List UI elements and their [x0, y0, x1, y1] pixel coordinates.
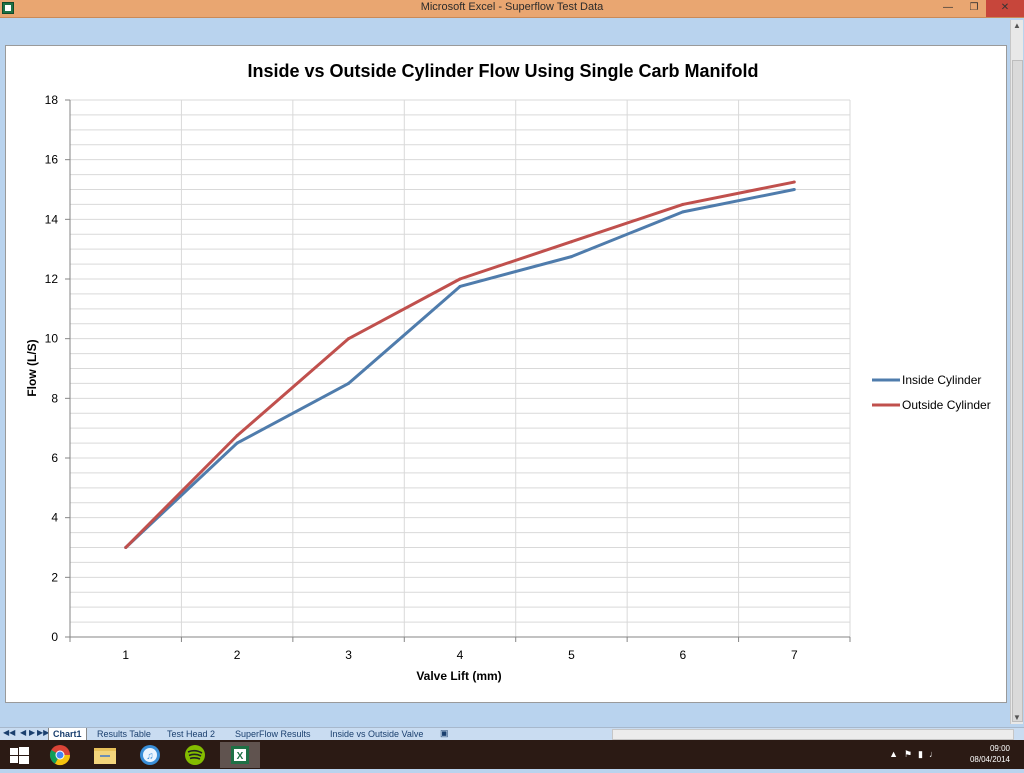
y-tick-label: 2 [51, 570, 58, 584]
y-tick-label: 10 [45, 332, 59, 346]
line-chart: Inside vs Outside Cylinder Flow Using Si… [25, 61, 991, 683]
chart-title: Inside vs Outside Cylinder Flow Using Si… [247, 61, 758, 81]
minimize-button[interactable]: — [943, 2, 953, 13]
file-explorer-icon[interactable] [85, 742, 125, 768]
scroll-up-icon[interactable]: ▲ [1013, 21, 1021, 30]
last-sheet-icon[interactable]: ▶▶ [37, 728, 50, 737]
ribbon-area [0, 18, 1024, 40]
spotify-icon[interactable] [175, 742, 215, 768]
next-sheet-icon[interactable]: ▶ [29, 728, 36, 737]
sheet-tab-test-head-2[interactable]: Test Head 2 [167, 729, 216, 739]
x-tick-label: 6 [680, 648, 687, 662]
data-point [235, 434, 239, 438]
y-tick-label: 16 [45, 153, 59, 167]
chrome-icon[interactable] [40, 742, 80, 768]
taskbar: ♫ X ▲⚑▮♩ 09:00 08/04/2014 [0, 740, 1024, 769]
clock-time: 09:00 [989, 744, 1010, 753]
scrollbar-thumb[interactable] [1012, 60, 1023, 722]
x-tick-label: 3 [345, 648, 352, 662]
data-point [569, 255, 573, 259]
y-tick-label: 14 [45, 212, 59, 226]
x-tick-label: 2 [234, 648, 241, 662]
x-tick-label: 4 [457, 648, 464, 662]
legend-label: Outside Cylinder [902, 398, 991, 412]
data-point [347, 337, 351, 341]
x-tick-label: 7 [791, 648, 798, 662]
excel-taskbar-icon[interactable]: X [220, 742, 260, 768]
data-point [235, 441, 239, 445]
svg-text:X: X [237, 751, 244, 762]
insert-sheet-icon[interactable]: ▣ [440, 728, 449, 738]
legend-label: Inside Cylinder [902, 373, 981, 387]
x-axis-label: Valve Lift (mm) [416, 669, 501, 683]
close-button[interactable]: ✕ [986, 0, 1024, 17]
gridlines [69, 99, 851, 638]
x-tick-label: 5 [568, 648, 575, 662]
excel-app-icon[interactable] [2, 2, 14, 14]
data-point [792, 188, 796, 191]
y-tick-label: 12 [45, 272, 59, 286]
data-point [792, 180, 796, 184]
clock-date: 08/04/2014 [969, 755, 1010, 764]
sheet-tab-results-table[interactable]: Results Table [97, 729, 151, 739]
y-axis-label: Flow (L/S) [25, 339, 39, 396]
y-tick-label: 18 [45, 93, 59, 107]
chart-area[interactable]: Inside vs Outside Cylinder Flow Using Si… [5, 45, 1007, 703]
data-point [681, 210, 685, 214]
vertical-scrollbar[interactable]: ▲ ▼ [1010, 20, 1023, 724]
y-tick-label: 0 [51, 630, 58, 644]
data-point [347, 381, 351, 385]
series-lines [124, 180, 796, 549]
y-tick-label: 4 [51, 511, 58, 525]
prev-sheet-icon[interactable]: ◀ [20, 728, 27, 737]
series-line-outside-cylinder [124, 180, 795, 549]
data-point [681, 202, 685, 206]
scroll-down-icon[interactable]: ▼ [1013, 713, 1021, 722]
svg-text:♫: ♫ [146, 751, 154, 762]
horizontal-scrollbar[interactable] [612, 729, 1014, 740]
restore-button[interactable]: ❐ [969, 2, 979, 13]
y-tick-label: 6 [51, 451, 58, 465]
windows-start-icon[interactable] [0, 742, 40, 768]
data-point [124, 546, 128, 549]
title-bar: Microsoft Excel - Superflow Test Data — … [0, 0, 1024, 18]
sheet-tab-superflow-results[interactable]: SuperFlow Results [235, 729, 311, 739]
data-point [458, 284, 462, 288]
data-point [569, 240, 573, 244]
data-point [458, 277, 462, 281]
itunes-icon[interactable]: ♫ [130, 742, 170, 768]
first-sheet-icon[interactable]: ◀◀ [3, 728, 16, 737]
clock[interactable]: 09:00 08/04/2014 [970, 743, 1010, 765]
y-tick-label: 8 [51, 391, 58, 405]
sheet-tab-inside-vs-outside-valve[interactable]: Inside vs Outside Valve [330, 729, 424, 739]
window-title: Microsoft Excel - Superflow Test Data [420, 1, 604, 13]
legend: Inside Cylinder Outside Cylinder [872, 373, 991, 412]
system-tray-icons[interactable]: ▲⚑▮♩ [889, 749, 944, 759]
x-tick-label: 1 [122, 648, 129, 662]
